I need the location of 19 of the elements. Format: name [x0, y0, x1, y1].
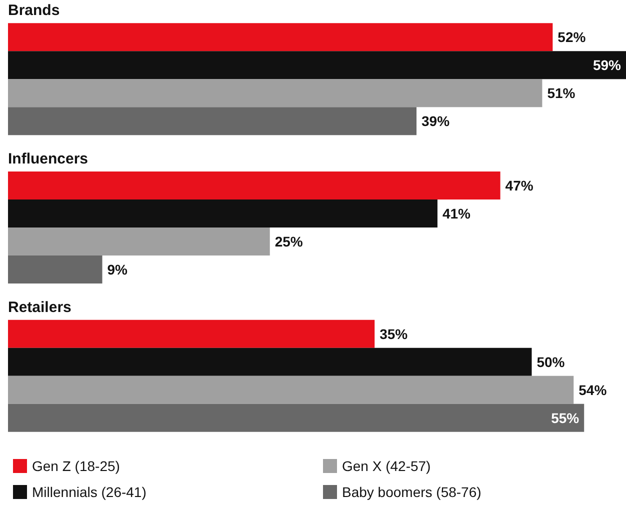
legend-label: Gen X (42-57)	[342, 458, 431, 474]
data-label: 9%	[107, 262, 128, 278]
data-label: 39%	[422, 113, 450, 130]
y-tick-label: Brands	[8, 2, 60, 20]
legend-label: Millennials (26-41)	[32, 484, 146, 500]
data-label: 35%	[380, 326, 408, 342]
y-tick-label: Retailers	[8, 298, 72, 316]
data-label: 54%	[578, 382, 608, 398]
data-label: 51%	[547, 85, 576, 102]
data-label: 50%	[536, 354, 566, 370]
data-label: 41%	[442, 206, 472, 222]
data-label: 25%	[274, 234, 304, 250]
data-label: 52%	[558, 29, 586, 46]
legend-label: Gen Z (18-25)	[32, 458, 120, 474]
data-label: 47%	[505, 178, 534, 194]
data-label: 55%	[551, 410, 580, 426]
legend-label: Baby boomers (58-76)	[342, 484, 482, 500]
y-tick-label: Influencers	[8, 150, 88, 168]
data-label: 59%	[592, 57, 622, 74]
